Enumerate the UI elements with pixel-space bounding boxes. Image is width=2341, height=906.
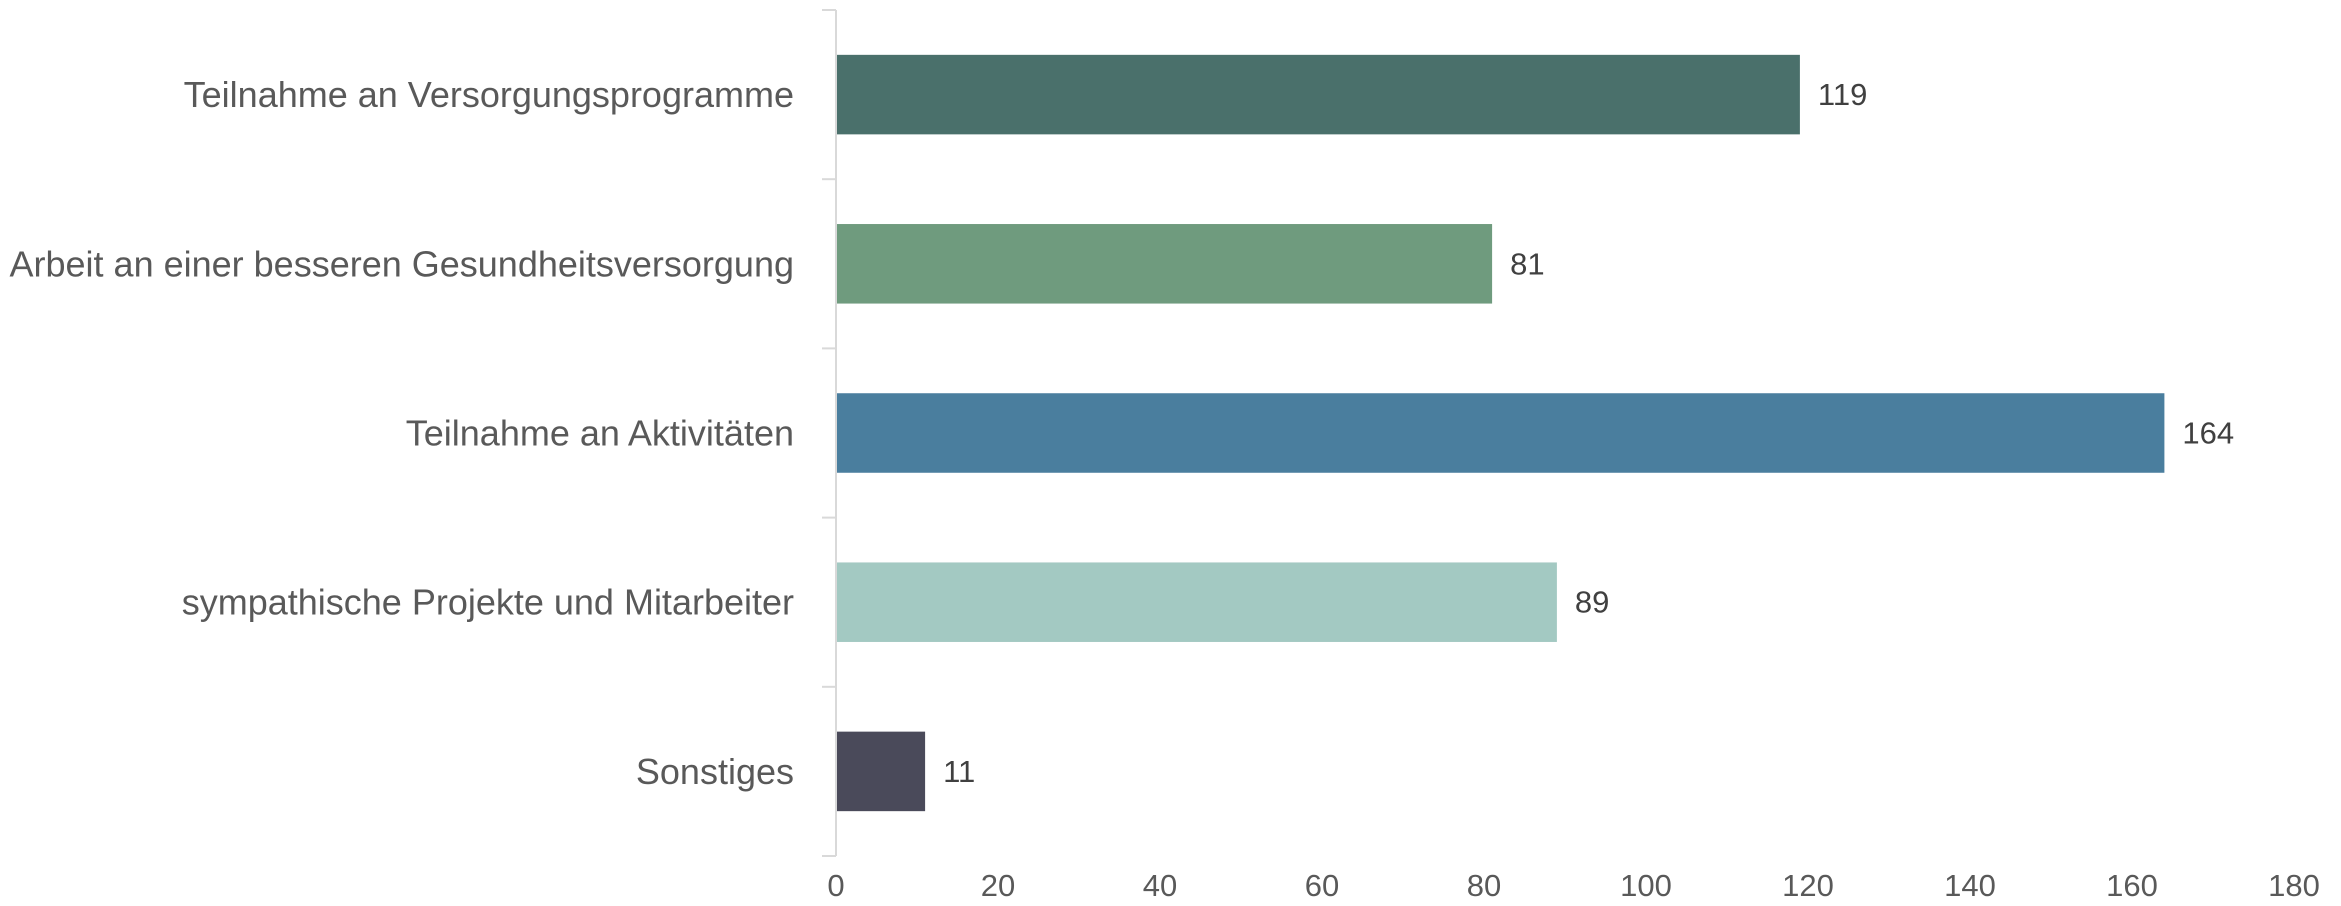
data-label: 164 xyxy=(2182,416,2234,451)
x-tick-label: 120 xyxy=(1782,868,1834,903)
bar xyxy=(837,731,926,812)
bar xyxy=(837,54,1800,135)
category-label: Teilnahme an Versorgungsprogramme xyxy=(184,74,794,115)
category-label: Sonstiges xyxy=(636,751,794,792)
data-label: 119 xyxy=(1818,77,1867,112)
x-tick-label: 180 xyxy=(2268,868,2320,903)
x-tick-label: 20 xyxy=(981,868,1015,903)
category-label: sympathische Projekte und Mitarbeiter xyxy=(182,582,794,623)
bar xyxy=(837,224,1493,304)
x-tick-label: 100 xyxy=(1620,868,1672,903)
x-tick-label: 60 xyxy=(1305,868,1339,903)
data-label: 11 xyxy=(943,754,975,789)
bar xyxy=(837,562,1557,642)
x-tick-label: 140 xyxy=(1944,868,1996,903)
x-tick-label: 160 xyxy=(2106,868,2158,903)
category-label: Arbeit an einer besseren Gesundheitsvers… xyxy=(10,243,794,284)
category-label: Teilnahme an Aktivitäten xyxy=(406,413,794,454)
bar xyxy=(837,393,2165,473)
x-tick-label: 40 xyxy=(1143,868,1177,903)
data-label: 89 xyxy=(1575,585,1609,620)
x-tick-label: 80 xyxy=(1467,868,1501,903)
x-tick-label: 0 xyxy=(827,868,844,903)
data-label: 81 xyxy=(1510,246,1544,281)
